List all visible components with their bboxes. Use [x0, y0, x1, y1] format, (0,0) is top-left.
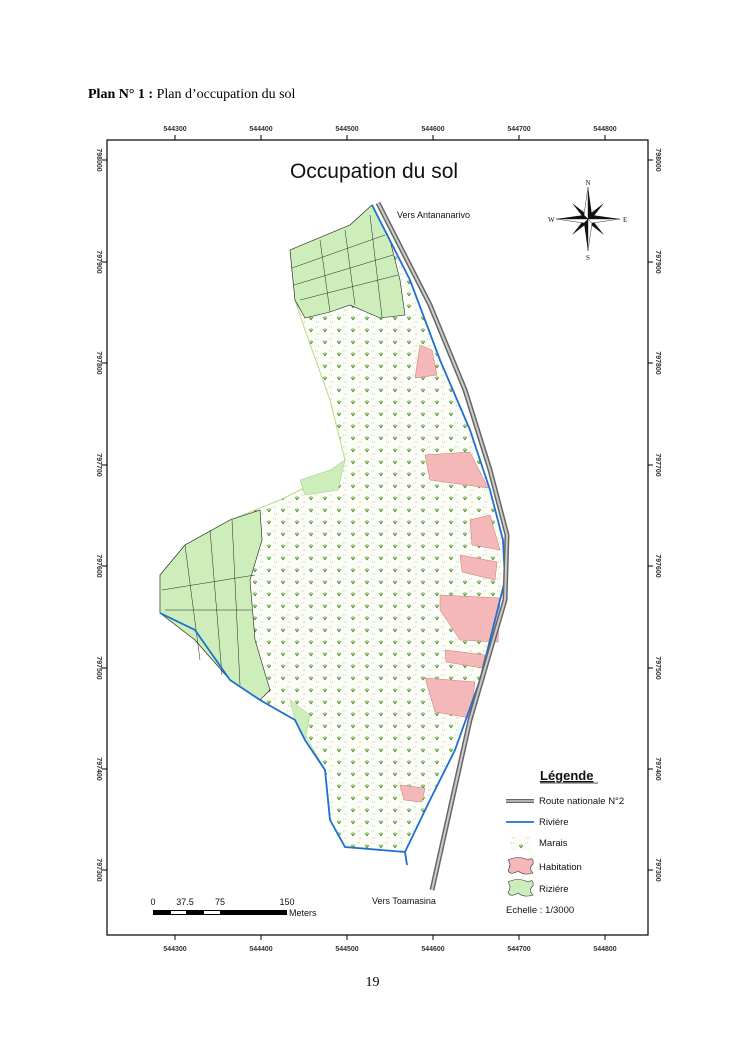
- caption-text: Plan d’occupation du sol: [156, 87, 296, 102]
- riziere-north: [289, 204, 406, 319]
- legend-item-riziere: Riziére: [507, 879, 569, 897]
- y-tick-label: 797600: [654, 554, 661, 577]
- x-tick-label: 544700: [507, 946, 530, 953]
- habitation-patch: [399, 784, 426, 803]
- compass-n: N: [585, 179, 590, 187]
- label-vers-antananarivo: Vers Antananarivo: [397, 210, 470, 220]
- habitation-patch: [424, 451, 489, 489]
- habitation-patch: [459, 554, 498, 581]
- x-tick-label: 544300: [163, 946, 186, 953]
- y-tick-label: 797300: [95, 858, 102, 881]
- y-tick-label: 797400: [654, 757, 661, 780]
- y-tick-label: 797700: [95, 453, 102, 476]
- x-tick-label: 544800: [593, 946, 616, 953]
- legend: Légende Route nationale N°2 Riviére Mara…: [506, 768, 624, 916]
- legend-label: Riziére: [539, 884, 569, 895]
- y-tick-label: 798000: [654, 148, 661, 171]
- page-number: 19: [365, 975, 380, 990]
- habitation-areas: [399, 344, 501, 803]
- legend-label: Marais: [539, 838, 568, 849]
- x-tick-label: 544500: [335, 126, 358, 133]
- y-tick-label: 797500: [95, 656, 102, 679]
- x-ticks-top: 544300 544400 544500 544600 544700 54480…: [163, 126, 617, 140]
- caption-label: Plan N° 1 :: [88, 87, 154, 102]
- legend-item-river: Riviére: [506, 817, 569, 828]
- x-tick-label: 544400: [249, 126, 272, 133]
- x-tick-label: 544800: [593, 126, 616, 133]
- legend-item-habitation: Habitation: [507, 857, 582, 875]
- habitation-patch: [439, 594, 501, 643]
- legend-label: Riviére: [539, 817, 569, 828]
- y-tick-label: 797900: [95, 250, 102, 273]
- y-tick-label: 797800: [95, 351, 102, 374]
- compass-s: S: [586, 254, 590, 262]
- x-tick-label: 544600: [421, 946, 444, 953]
- riziere-west-parcel-lines: [161, 519, 256, 686]
- legend-label: Route nationale N°2: [539, 796, 624, 807]
- y-tick-label: 797800: [654, 351, 661, 374]
- y-tick-label: 797400: [95, 757, 102, 780]
- y-tick-label: 797900: [654, 250, 661, 273]
- compass-e: E: [623, 216, 627, 224]
- north-arrow-compass-icon: N S E W: [548, 179, 627, 262]
- y-ticks-right: 798000 797900 797800 797700 797600 79750…: [648, 148, 661, 882]
- scale-tick: 37.5: [176, 897, 194, 907]
- legend-item-marais: Marais: [510, 836, 568, 850]
- riziere-patch: [299, 459, 346, 496]
- y-ticks-left: 798000 797900 797800 797700 797600 79750…: [95, 148, 107, 882]
- riziere-parcel-lines: [291, 214, 399, 318]
- route-nationale-2: [375, 201, 510, 891]
- legend-scale-text: Echelle : 1/3000: [506, 905, 574, 916]
- scale-unit: Meters: [289, 908, 317, 918]
- label-vers-toamasina: Vers Toamasina: [372, 896, 436, 906]
- x-tick-label: 544300: [163, 126, 186, 133]
- legend-label: Habitation: [539, 862, 582, 873]
- figure-caption: Plan N° 1 : Plan d’occupation du sol: [88, 87, 295, 103]
- x-ticks-bottom: 544300 544400 544500 544600 544700 54480…: [163, 935, 617, 953]
- y-tick-label: 797600: [95, 554, 102, 577]
- map-title: Occupation du sol: [290, 160, 458, 183]
- x-tick-label: 544600: [421, 126, 444, 133]
- y-tick-label: 797500: [654, 656, 661, 679]
- scale-tick: 0: [150, 897, 155, 907]
- compass-w: W: [548, 216, 555, 224]
- habitation-patch: [414, 344, 438, 379]
- scale-bar: 0 37.5 75 150 Meters: [150, 897, 317, 918]
- habitation-patch: [469, 514, 501, 551]
- x-tick-label: 544500: [335, 946, 358, 953]
- x-tick-label: 544400: [249, 946, 272, 953]
- habitation-patch: [444, 649, 486, 669]
- y-tick-label: 797700: [654, 453, 661, 476]
- scale-tick: 75: [215, 897, 225, 907]
- x-tick-label: 544700: [507, 126, 530, 133]
- legend-title: Légende: [540, 768, 593, 783]
- y-tick-label: 798000: [95, 148, 102, 171]
- scale-tick: 150: [279, 897, 294, 907]
- y-tick-label: 797300: [654, 858, 661, 881]
- legend-item-road: Route nationale N°2: [506, 796, 624, 807]
